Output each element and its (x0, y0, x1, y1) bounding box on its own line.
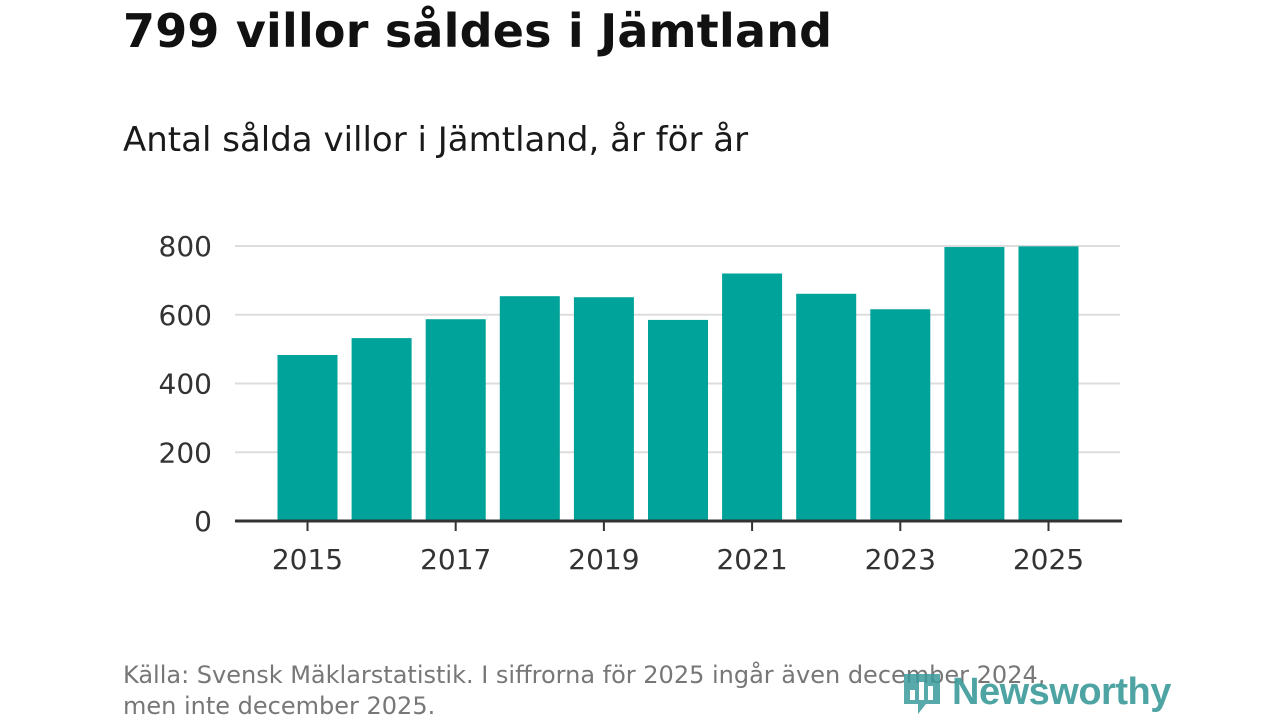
bar-2022 (796, 293, 857, 521)
y-tick-label: 0 (194, 505, 212, 538)
bar-2024 (944, 247, 1005, 521)
y-tick-label: 600 (159, 299, 212, 332)
x-tick-label: 2021 (716, 543, 787, 576)
y-tick-label: 200 (159, 436, 212, 469)
bar-chart-icon (904, 674, 940, 714)
y-tick-label: 400 (159, 368, 212, 401)
bar-chart: 0 200 400 600 800 2015 2017 2019 2021 2023 2025 (159, 230, 1122, 576)
source-note: Källa: Svensk Mäklarstatistik. I siffror… (123, 660, 1123, 722)
newsworthy-logo: Newsworthy (900, 668, 1171, 716)
bar-2015 (277, 354, 338, 521)
chart-title: 799 villor såldes i Jämtland (123, 4, 833, 58)
chart-subtitle: Antal sålda villor i Jämtland, år för år (123, 120, 749, 160)
bars (277, 246, 1079, 521)
bar-2020 (648, 319, 708, 521)
x-axis: 2015 2017 2019 2021 2023 2025 (235, 519, 1122, 576)
bar-2023 (870, 309, 931, 521)
x-tick-label: 2015 (272, 543, 343, 576)
source-line-2: men inte december 2025. (123, 692, 436, 720)
bar-2019 (573, 297, 634, 521)
y-tick-label: 800 (159, 230, 212, 263)
x-tick-label: 2017 (420, 543, 491, 576)
x-tick-label: 2019 (568, 543, 639, 576)
bar-2017 (425, 319, 486, 521)
bar-2025 (1018, 246, 1079, 521)
y-axis-ticks: 0 200 400 600 800 (159, 230, 212, 538)
source-line-1: Källa: Svensk Mäklarstatistik. I siffror… (123, 661, 1046, 689)
x-tick-label: 2023 (865, 543, 936, 576)
x-tick-label: 2025 (1013, 543, 1084, 576)
bar-2021 (722, 273, 783, 521)
logo-text: Newsworthy (952, 670, 1171, 713)
bar-2016 (351, 338, 412, 521)
bar-2018 (499, 296, 560, 521)
